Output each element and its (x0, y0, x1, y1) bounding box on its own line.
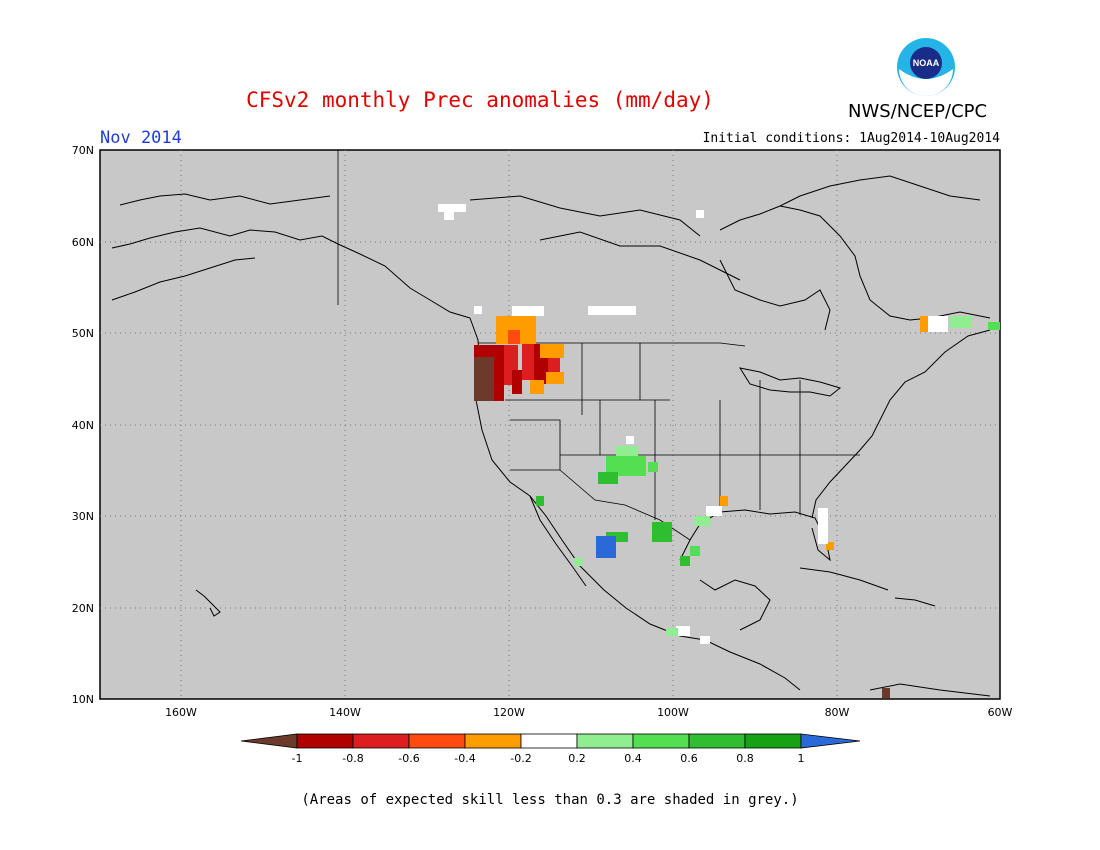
noaa-logo-text: NOAA (913, 58, 940, 68)
latitude-labels: 70N 60N 50N 40N 30N 20N 10N (72, 144, 94, 706)
legend-swatch (408, 733, 466, 749)
legend-tick: -0.2 (510, 752, 531, 765)
lat-label: 10N (72, 693, 94, 706)
legend-ticks: -1 -0.8 -0.6 -0.4 -0.2 0.2 0.4 0.6 0.8 1 (292, 752, 805, 765)
legend-swatch (520, 733, 578, 749)
chart-title: CFSv2 monthly Prec anomalies (mm/day) (246, 88, 714, 112)
negative-anomalies (474, 316, 928, 698)
lat-label: 60N (72, 236, 94, 249)
legend-swatch (296, 733, 354, 749)
lon-label: 100W (657, 706, 689, 719)
legend-swatch (632, 733, 690, 749)
legend-tick: 1 (798, 752, 805, 765)
lat-label: 30N (72, 510, 94, 523)
lon-label: 80W (825, 706, 850, 719)
noaa-logo: NOAA (897, 38, 955, 96)
positive-anomalies (536, 316, 1000, 636)
legend-swatch (464, 733, 522, 749)
map-grid (100, 150, 1000, 699)
legend-swatch (744, 733, 802, 749)
color-legend (240, 733, 861, 749)
legend-swatch (576, 733, 634, 749)
longitude-labels: 160W 140W 120W 100W 80W 60W (165, 706, 1012, 719)
lon-label: 140W (329, 706, 361, 719)
legend-swatch (688, 733, 746, 749)
initial-conditions: Initial conditions: 1Aug2014-10Aug2014 (702, 131, 1000, 146)
legend-tick: -1 (292, 752, 303, 765)
neutral-anomalies (438, 204, 948, 644)
lat-label: 40N (72, 419, 94, 432)
legend-tick: 0.4 (624, 752, 642, 765)
legend-tick: 0.8 (736, 752, 754, 765)
lat-label: 50N (72, 327, 94, 340)
legend-tick: -0.4 (454, 752, 475, 765)
footnote: (Areas of expected skill less than 0.3 a… (301, 792, 799, 808)
lat-label: 70N (72, 144, 94, 157)
lon-label: 60W (988, 706, 1013, 719)
lat-label: 20N (72, 602, 94, 615)
lon-label: 160W (165, 706, 197, 719)
legend-tick: 0.6 (680, 752, 698, 765)
legend-swatch-below-min (240, 733, 298, 749)
legend-tick: 0.2 (568, 752, 586, 765)
legend-tick: -0.8 (342, 752, 363, 765)
forecast-month: Nov 2014 (100, 128, 182, 148)
legend-swatch-above-max (800, 733, 861, 749)
agency-label: NWS/NCEP/CPC (848, 101, 988, 122)
legend-swatch (352, 733, 410, 749)
lon-label: 120W (493, 706, 525, 719)
legend-tick: -0.6 (398, 752, 419, 765)
